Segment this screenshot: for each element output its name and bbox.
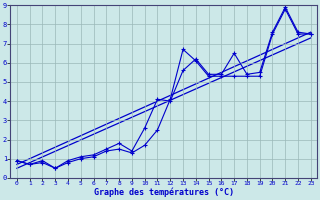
X-axis label: Graphe des températures (°C): Graphe des températures (°C) (94, 188, 234, 197)
